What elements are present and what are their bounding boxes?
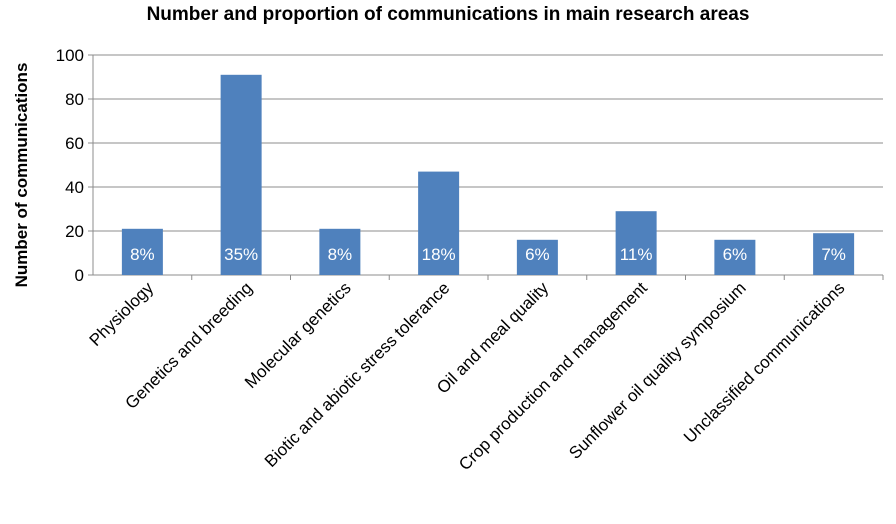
data-label: 7% <box>821 245 846 264</box>
data-label: 8% <box>328 245 353 264</box>
data-label: 6% <box>723 245 748 264</box>
bar <box>714 239 756 275</box>
x-tick-label: Biotic and abiotic stress tolerance <box>261 278 454 471</box>
y-tick-labels: 0 20 40 60 80 100 <box>56 46 84 285</box>
bar <box>418 171 460 275</box>
axes <box>88 54 884 280</box>
data-label: 8% <box>130 245 155 264</box>
data-label: 35% <box>224 245 258 264</box>
x-tick-label: Crop production and management <box>455 278 651 474</box>
y-tick-label: 40 <box>65 178 84 197</box>
y-tick-label: 0 <box>75 266 84 285</box>
x-tick-label: Oil and meal quality <box>433 278 552 397</box>
x-tick-label: Sunflower oil quality symposium <box>565 278 749 462</box>
bar <box>516 239 558 275</box>
data-label: 6% <box>525 245 550 264</box>
bar <box>319 228 361 275</box>
bar <box>615 211 657 275</box>
y-tick-label: 100 <box>56 46 84 65</box>
y-tick-label: 80 <box>65 90 84 109</box>
y-axis-label: Number of communications <box>12 63 31 288</box>
x-tick-label: Molecular genetics <box>241 278 355 392</box>
x-tick-label: Unclassified communications <box>680 278 848 446</box>
gridlines <box>93 54 883 232</box>
data-labels: 8% 35% 8% 18% 6% 11% 6% 7% <box>130 245 846 264</box>
y-tick-label: 20 <box>65 222 84 241</box>
bar <box>220 74 262 275</box>
chart-title: Number and proportion of communications … <box>146 4 750 25</box>
bar <box>121 228 163 275</box>
bars <box>121 74 855 275</box>
data-label: 18% <box>422 245 456 264</box>
x-tick-label: Physiology <box>86 278 158 350</box>
bar <box>813 233 855 275</box>
data-label: 11% <box>620 245 653 264</box>
y-tick-label: 60 <box>65 134 84 153</box>
